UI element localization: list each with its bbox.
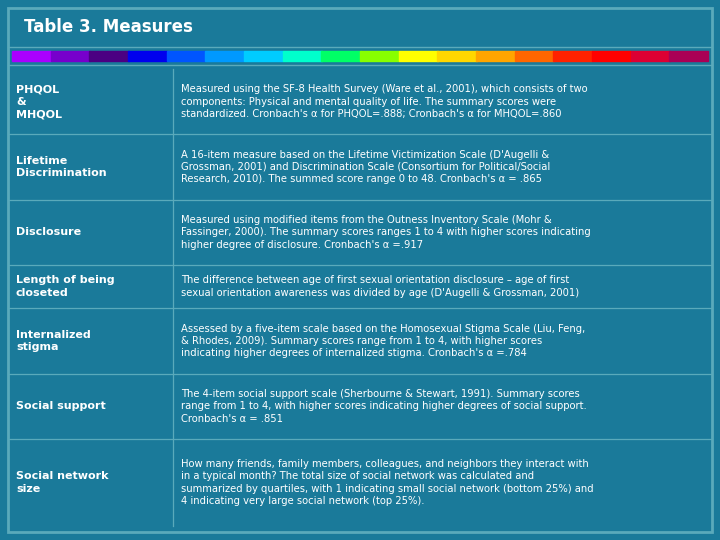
Text: The difference between age of first sexual orientation disclosure – age of first: The difference between age of first sexu… bbox=[181, 275, 580, 298]
Text: The 4-item social support scale (Sherbourne & Stewart, 1991). Summary scores
ran: The 4-item social support scale (Sherbou… bbox=[181, 389, 588, 424]
Bar bbox=[437, 51, 477, 61]
Bar bbox=[631, 51, 670, 61]
Text: PHQOL
&
MHQOL: PHQOL & MHQOL bbox=[16, 84, 62, 119]
Text: Measured using the SF-8 Health Survey (Ware et al., 2001), which consists of two: Measured using the SF-8 Health Survey (W… bbox=[181, 84, 588, 119]
Bar bbox=[283, 51, 322, 61]
Bar bbox=[476, 51, 516, 61]
Bar bbox=[50, 51, 90, 61]
Text: Social network
size: Social network size bbox=[16, 471, 109, 494]
Bar bbox=[244, 51, 283, 61]
Bar bbox=[554, 51, 593, 61]
Text: Assessed by a five-item scale based on the Homosexual Stigma Scale (Liu, Feng,
&: Assessed by a five-item scale based on t… bbox=[181, 323, 585, 359]
Bar bbox=[205, 51, 245, 61]
Bar bbox=[12, 51, 51, 61]
Text: A 16-item measure based on the Lifetime Victimization Scale (D'Augelli &
Grossma: A 16-item measure based on the Lifetime … bbox=[181, 150, 551, 184]
Text: Measured using modified items from the Outness Inventory Scale (Mohr &
Fassinger: Measured using modified items from the O… bbox=[181, 215, 591, 249]
Text: Disclosure: Disclosure bbox=[16, 227, 81, 237]
Bar bbox=[360, 51, 399, 61]
Bar bbox=[89, 51, 128, 61]
Text: Social support: Social support bbox=[16, 401, 106, 411]
Bar bbox=[128, 51, 167, 61]
Text: Table 3. Measures: Table 3. Measures bbox=[24, 18, 193, 36]
Text: Internalized
stigma: Internalized stigma bbox=[16, 330, 91, 352]
Bar bbox=[399, 51, 438, 61]
Bar bbox=[166, 51, 206, 61]
Text: How many friends, family members, colleagues, and neighbors they interact with
i: How many friends, family members, collea… bbox=[181, 459, 594, 506]
Bar bbox=[321, 51, 361, 61]
Text: Lifetime
Discrimination: Lifetime Discrimination bbox=[16, 156, 107, 178]
Text: Length of being
closeted: Length of being closeted bbox=[16, 275, 114, 298]
Bar bbox=[670, 51, 708, 61]
Bar bbox=[592, 51, 631, 61]
Bar bbox=[515, 51, 554, 61]
